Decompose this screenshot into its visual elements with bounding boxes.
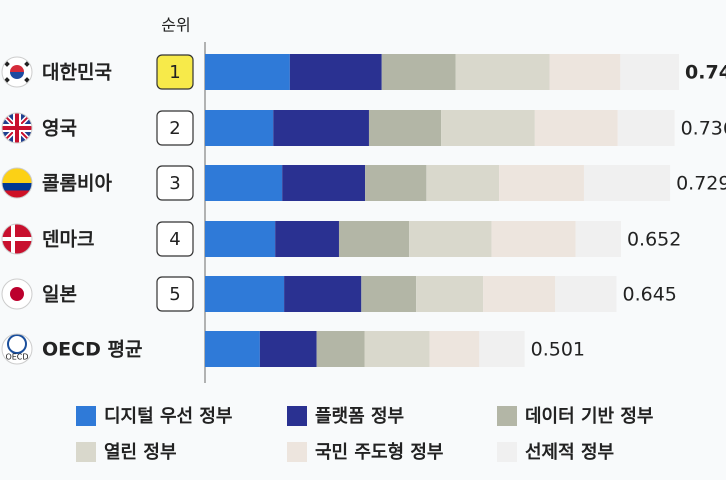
flag-part	[2, 113, 32, 143]
bar-segment	[368, 110, 442, 146]
bar-segment	[205, 54, 290, 90]
bar-segment	[365, 165, 427, 201]
legend-label: 디지털 우선 정부	[104, 406, 232, 427]
legend-label: 선제적 정부	[525, 442, 614, 463]
bar-segment	[205, 165, 283, 201]
flag-ring	[1, 112, 33, 144]
rank-label: 4	[169, 229, 180, 250]
bar-segment	[289, 54, 382, 90]
flag-ring	[1, 333, 33, 365]
rank-box	[156, 54, 194, 90]
bar-segment	[416, 276, 484, 312]
country-label: OECD 평균	[42, 339, 142, 361]
legend-label: 열린 정부	[104, 442, 177, 463]
oecd-logo-text: OECD	[5, 353, 28, 362]
flag-ring	[1, 223, 33, 255]
bar-segment	[549, 54, 621, 90]
bar-segment	[441, 110, 535, 146]
bar-segment	[575, 221, 621, 257]
bar-segment	[364, 331, 430, 367]
bar-segment	[555, 276, 617, 312]
total-label: 0.736	[681, 118, 726, 140]
total-label: 0.74	[685, 62, 726, 84]
bar-segment	[479, 331, 525, 367]
flag-ring	[1, 167, 33, 199]
bar-segment	[620, 54, 680, 90]
total-label: 0.645	[623, 284, 677, 306]
rank-label: 5	[169, 284, 180, 305]
rank-label: 1	[169, 62, 180, 83]
legend-swatch	[497, 442, 517, 462]
rank-label: 3	[169, 173, 180, 194]
country-label: 일본	[42, 284, 77, 306]
total-label: 0.652	[627, 229, 681, 251]
bar-segment	[499, 165, 584, 201]
rank-box	[156, 165, 194, 201]
bar-segment	[409, 221, 492, 257]
flag-part	[7, 334, 27, 354]
flag-part	[2, 224, 32, 254]
total-label: 0.501	[531, 339, 585, 361]
bar-segment	[205, 221, 276, 257]
bar-segment	[205, 110, 274, 146]
bar-segment	[429, 331, 480, 367]
bar-segment	[426, 165, 500, 201]
flag-ring	[1, 56, 33, 88]
bar-segment	[275, 221, 339, 257]
flag	[2, 224, 32, 254]
rank-box	[156, 221, 194, 257]
flag	[2, 279, 32, 309]
country-label: 대한민국	[42, 62, 112, 84]
flag-part	[10, 65, 24, 72]
bar-segment	[205, 331, 260, 367]
rank-header: 순위	[161, 16, 190, 35]
bar-segment	[381, 54, 456, 90]
legend-label: 플랫폼 정부	[315, 406, 404, 427]
bar-segment	[491, 221, 576, 257]
flag	[2, 168, 32, 198]
flag-part	[2, 168, 32, 183]
legend-swatch	[497, 406, 517, 426]
bar-segment	[316, 331, 365, 367]
rank-box	[156, 110, 194, 146]
legend-swatch	[287, 442, 307, 462]
flag-part	[10, 72, 24, 79]
flag	[2, 113, 32, 143]
country-label: 영국	[42, 118, 77, 140]
bar-segment	[583, 165, 671, 201]
bar-segment	[617, 110, 675, 146]
flag	[2, 57, 32, 87]
bar-segment	[338, 221, 410, 257]
legend-swatch	[76, 442, 96, 462]
country-label: 덴마크	[42, 229, 94, 251]
bar-segment	[273, 110, 369, 146]
bar-segment	[361, 276, 417, 312]
legend-label: 데이터 기반 정부	[525, 406, 653, 427]
bar-segment	[282, 165, 366, 201]
legend-label: 국민 주도형 정부	[315, 442, 443, 463]
flag-part	[10, 287, 24, 301]
total-label: 0.729	[676, 173, 726, 195]
rank-box	[156, 276, 194, 312]
flag-ring	[1, 278, 33, 310]
flag-part	[2, 190, 32, 198]
bar-segment	[455, 54, 550, 90]
country-label: 콜롬비아	[42, 173, 112, 195]
legend-swatch	[287, 406, 307, 426]
bar-segment	[284, 276, 362, 312]
flag-bg	[2, 334, 32, 364]
flag-part	[2, 183, 32, 191]
rank-label: 2	[169, 118, 180, 139]
legend-swatch	[76, 406, 96, 426]
bar-segment	[205, 276, 285, 312]
bar-segment	[534, 110, 618, 146]
flag	[2, 334, 32, 364]
bar-segment	[259, 331, 317, 367]
bar-segment	[483, 276, 556, 312]
